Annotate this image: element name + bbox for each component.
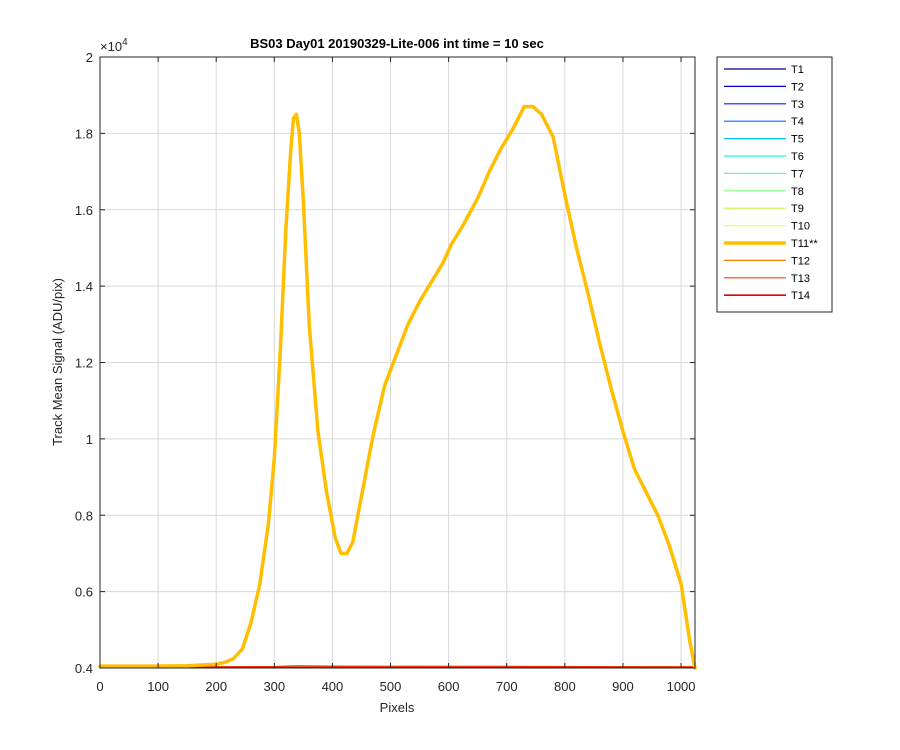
- legend-label-t11: T11**: [791, 238, 818, 250]
- legend-label-t4: T4: [791, 116, 804, 128]
- legend-label-t7: T7: [791, 168, 804, 180]
- axis-ticks: [99, 56, 695, 669]
- legend-label-t6: T6: [791, 151, 804, 163]
- legend-label-t9: T9: [791, 203, 804, 215]
- x-tick-label: 1000: [667, 679, 696, 694]
- legend-label-t13: T13: [791, 273, 810, 285]
- x-tick-labels: 0 100 200 300 400 500 600 700 800 900 1000: [96, 679, 695, 694]
- legend-label-t14: T14: [791, 290, 810, 302]
- y-tick-label: 1: [86, 432, 93, 447]
- x-tick-label: 600: [438, 679, 460, 694]
- x-tick-label: 400: [322, 679, 344, 694]
- y-tick-label: 1.8: [75, 126, 93, 141]
- x-tick-label: 900: [612, 679, 634, 694]
- y-exponent-label: ×104: [100, 37, 128, 54]
- y-tick-label: 0.6: [75, 585, 93, 600]
- y-tick-label: 2: [86, 50, 93, 65]
- legend-label-t5: T5: [791, 134, 804, 146]
- legend-label-t3: T3: [791, 99, 804, 111]
- x-tick-label: 300: [263, 679, 285, 694]
- legend-label-t1: T1: [791, 64, 804, 76]
- series-line-t13: [99, 665, 696, 668]
- y-exponent-power: 4: [122, 37, 128, 48]
- x-tick-label: 700: [496, 679, 518, 694]
- y-tick-label: 1.4: [75, 279, 93, 294]
- legend-label-t12: T12: [791, 255, 810, 267]
- y-tick-label: 0.8: [75, 508, 93, 523]
- x-tick-label: 200: [205, 679, 227, 694]
- x-tick-label: 100: [147, 679, 169, 694]
- chart-title: BS03 Day01 20190329-Lite-006 int time = …: [250, 36, 544, 51]
- legend-label-t2: T2: [791, 81, 804, 93]
- x-axis-title: Pixels: [380, 700, 415, 715]
- legend-label-t8: T8: [791, 186, 804, 198]
- x-tick-label: 500: [380, 679, 402, 694]
- y-tick-label: 1.2: [75, 356, 93, 371]
- legend: T1 T2 T3 T4 T5 T6 T7 T8 T9 T10 T11** T12 T13 T14: [716, 56, 833, 313]
- y-exponent-base: ×10: [100, 39, 122, 54]
- y-tick-label: 1.6: [75, 203, 93, 218]
- legend-box: [716, 56, 833, 313]
- series-line-t11: [98, 104, 697, 670]
- x-tick-label: 800: [554, 679, 576, 694]
- y-tick-labels: 0.4 0.6 0.8 1 1.2 1.4 1.6 1.8 2: [75, 50, 93, 676]
- legend-label-t10: T10: [791, 221, 810, 233]
- y-tick-label: 0.4: [75, 661, 93, 676]
- y-axis-title: Track Mean Signal (ADU/pix): [50, 278, 65, 446]
- legend-items: T1 T2 T3 T4 T5 T6 T7 T8 T9 T10 T11** T12 T13 T14: [724, 64, 818, 302]
- x-tick-label: 0: [96, 679, 103, 694]
